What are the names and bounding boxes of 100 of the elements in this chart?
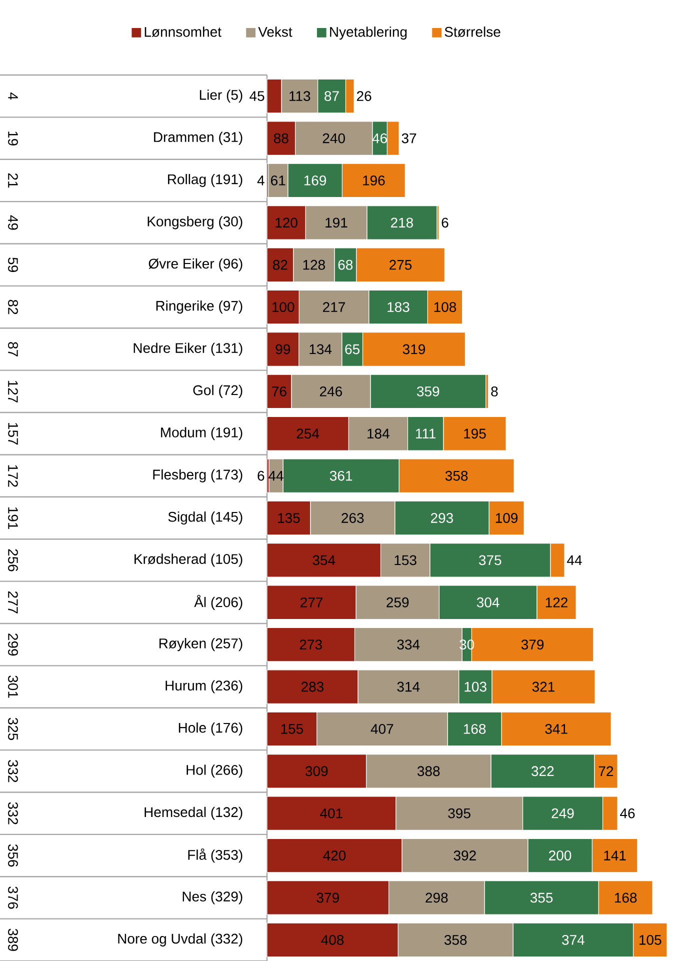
y-tick-label: Hole (176) bbox=[178, 722, 242, 736]
data-label: 44 bbox=[567, 555, 582, 565]
y-tick-label: Øvre Eiker (96) bbox=[148, 258, 242, 272]
data-label: 334 bbox=[397, 640, 420, 650]
text: 325 bbox=[8, 718, 18, 740]
data-label: 254 bbox=[296, 428, 320, 439]
data-label: 6 bbox=[258, 470, 264, 481]
data-label: 8 bbox=[491, 386, 498, 396]
data-label: 273 bbox=[300, 640, 322, 650]
data-label: 218 bbox=[390, 218, 414, 228]
data-label: 109 bbox=[496, 513, 518, 523]
data-label: 135 bbox=[278, 513, 300, 523]
y-tick-label: Drammen (31) bbox=[154, 132, 242, 145]
data-label: 45 bbox=[250, 91, 264, 101]
text: 4 bbox=[8, 92, 18, 100]
data-label: 141 bbox=[604, 850, 626, 860]
data-label: 388 bbox=[417, 766, 440, 776]
data-label: 4 bbox=[257, 176, 264, 186]
data-label: 304 bbox=[476, 597, 500, 608]
data-label: 322 bbox=[532, 766, 554, 776]
text: 356 bbox=[8, 844, 18, 867]
text: 49 bbox=[8, 215, 18, 230]
text: 87 bbox=[8, 342, 18, 356]
data-label: 72 bbox=[598, 766, 614, 776]
data-label: 395 bbox=[448, 808, 470, 818]
data-label: 293 bbox=[430, 513, 454, 523]
data-label: 88 bbox=[274, 133, 288, 144]
y-tick-label: Ål (206) bbox=[194, 594, 242, 610]
data-label: 408 bbox=[321, 934, 344, 945]
data-label: 100 bbox=[272, 302, 294, 312]
data-label: 379 bbox=[521, 640, 544, 650]
data-label: 111 bbox=[416, 428, 436, 438]
y-tick-label: Nedre Eiker (131) bbox=[134, 342, 242, 356]
data-label: 120 bbox=[276, 218, 298, 228]
data-label: 392 bbox=[454, 850, 476, 860]
data-label: 361 bbox=[330, 470, 352, 481]
data-label: 105 bbox=[640, 934, 662, 945]
y-tick-label: Kongsberg (30) bbox=[148, 216, 242, 230]
y-tick-label: Flesberg (173) bbox=[153, 469, 242, 482]
data-label: 407 bbox=[370, 724, 394, 734]
data-label: 168 bbox=[464, 724, 486, 734]
data-label: 113 bbox=[290, 91, 310, 102]
data-label: 134 bbox=[310, 344, 332, 354]
legend-label: Vekst bbox=[258, 26, 292, 37]
data-label: 155 bbox=[281, 724, 303, 734]
text: 301 bbox=[8, 676, 18, 698]
data-label: 298 bbox=[426, 892, 448, 903]
y-tick-label: Hol (266) bbox=[186, 764, 242, 778]
data-label: 195 bbox=[464, 428, 486, 439]
data-label: 26 bbox=[356, 91, 372, 102]
text: 332 bbox=[8, 760, 18, 782]
data-label: 283 bbox=[301, 682, 324, 692]
data-label: 184 bbox=[368, 428, 390, 439]
data-label: 420 bbox=[323, 850, 346, 860]
data-label: 82 bbox=[273, 260, 288, 270]
data-label: 68 bbox=[338, 260, 353, 270]
y-tick-label: Modum (191) bbox=[161, 427, 242, 440]
data-label: 153 bbox=[394, 555, 416, 566]
data-label: 246 bbox=[320, 386, 342, 396]
legend-label: Størrelse bbox=[444, 26, 500, 37]
data-label: 277 bbox=[300, 597, 322, 608]
data-label: 217 bbox=[323, 302, 345, 312]
y-tick-label: Hurum (236) bbox=[166, 680, 242, 694]
text: 376 bbox=[8, 886, 18, 909]
data-label: 128 bbox=[303, 260, 325, 270]
legend-label: Nyetablering bbox=[330, 26, 407, 40]
data-label: 168 bbox=[614, 892, 637, 903]
data-label: 259 bbox=[386, 597, 409, 608]
data-label: 76 bbox=[272, 386, 286, 396]
data-label: 37 bbox=[402, 133, 416, 144]
text: 21 bbox=[8, 173, 18, 188]
data-label: 200 bbox=[549, 850, 572, 860]
data-label: 321 bbox=[532, 682, 554, 692]
data-label: 358 bbox=[444, 934, 467, 945]
data-label: 379 bbox=[316, 892, 339, 903]
text: 82 bbox=[8, 300, 18, 314]
data-label: 6 bbox=[442, 218, 448, 228]
data-label: 183 bbox=[388, 302, 410, 312]
data-label: 249 bbox=[552, 808, 574, 818]
data-label: 309 bbox=[305, 766, 328, 776]
text: 277 bbox=[8, 591, 18, 614]
y-tick-label: Rollag (191) bbox=[168, 174, 242, 188]
legend-label: Lønnsomhet bbox=[144, 26, 222, 37]
text: 157 bbox=[8, 423, 18, 445]
data-label: 108 bbox=[434, 302, 456, 312]
data-label: 191 bbox=[326, 218, 348, 228]
y-tick-label: Nore og Uvdal (332) bbox=[118, 933, 242, 946]
data-label: 355 bbox=[530, 892, 553, 903]
y-tick-label: Lier (5) bbox=[200, 90, 242, 103]
data-label: 319 bbox=[402, 344, 426, 354]
text: 299 bbox=[8, 634, 18, 656]
data-label: 358 bbox=[445, 470, 468, 481]
text: 19 bbox=[8, 132, 18, 146]
text: 191 bbox=[8, 507, 18, 530]
y-tick-label: Ringerike (97) bbox=[156, 300, 242, 314]
data-label: 263 bbox=[342, 513, 364, 523]
data-label: 401 bbox=[320, 808, 342, 818]
data-label: 99 bbox=[276, 344, 290, 354]
text: 127 bbox=[8, 380, 18, 402]
text: 256 bbox=[8, 549, 18, 572]
